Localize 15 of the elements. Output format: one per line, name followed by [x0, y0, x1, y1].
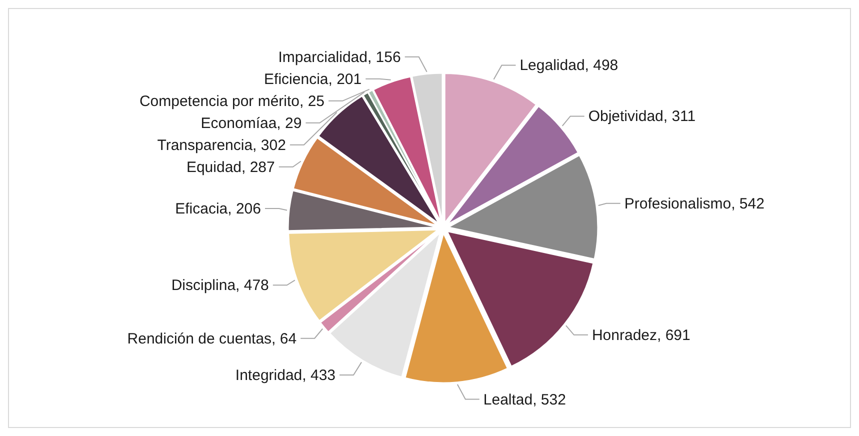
slice-label: Honradez, 691: [592, 326, 690, 344]
slice-label: Legalidad, 498: [520, 57, 618, 74]
slice-label: Lealtad, 532: [483, 391, 566, 408]
slice-label: Rendición de cuentas, 64: [127, 330, 297, 348]
slice-label: Objetividad, 311: [588, 108, 696, 126]
slice-label: Competencia por mérito, 25: [139, 92, 325, 110]
slice-label: Eficiencia, 201: [264, 70, 362, 88]
slice-label: Economíaa, 29: [200, 114, 302, 132]
slice-label: Eficacia, 206: [175, 200, 262, 218]
slice-label: Integridad, 433: [235, 367, 336, 384]
slice-label: Equidad, 287: [186, 158, 275, 176]
slice-label: Disciplina, 478: [171, 277, 269, 294]
slice-label: Transparencia, 302: [157, 136, 286, 154]
slice-label: Profesionalismo, 542: [624, 195, 764, 212]
slice-label: Imparcialidad, 156: [278, 48, 401, 66]
